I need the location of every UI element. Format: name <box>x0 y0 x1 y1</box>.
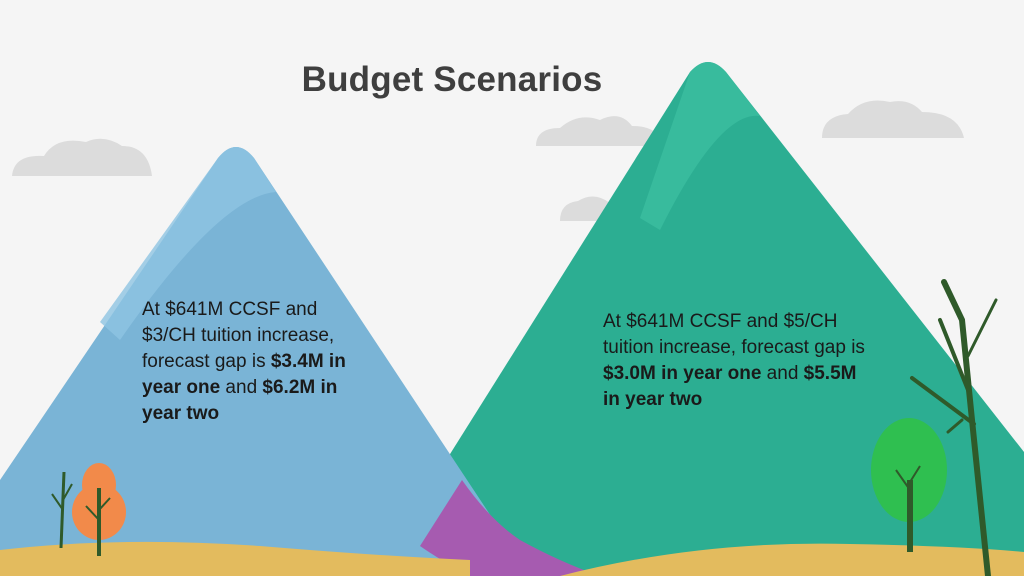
green-tree <box>871 418 947 552</box>
tall-bare-tree <box>910 279 998 576</box>
scenario-two-year-two: $5.5M in year two <box>603 363 857 410</box>
scenario-two-year-one: $3.0M in year one <box>603 363 762 384</box>
scenario-two-intro: At $641M CCSF and $5/CH tuition increase… <box>603 311 865 358</box>
scenario-one-year-two: $6.2M in year two <box>142 377 338 424</box>
scenario-one-connector: and <box>220 377 263 398</box>
cloud-left <box>12 138 152 176</box>
left-mountain <box>0 147 520 576</box>
page-title: Budget Scenarios <box>301 60 603 99</box>
scenario-one-intro: At $641M CCSF and $3/CH tuition increase… <box>142 299 335 372</box>
cloud-center <box>536 116 662 146</box>
scenario-one-year-one: $3.4M in year one <box>142 351 346 398</box>
scenario-two-connector: and <box>761 363 804 384</box>
orange-tree <box>72 463 126 556</box>
sapling-left <box>51 471 73 549</box>
clouds <box>12 100 964 221</box>
scenario-two-text: At $641M CCSF and $5/CH tuition increase… <box>603 309 873 413</box>
cloud-right <box>822 100 964 138</box>
winding-path <box>420 480 600 576</box>
scenario-one-text: At $641M CCSF and $3/CH tuition increase… <box>142 297 352 427</box>
